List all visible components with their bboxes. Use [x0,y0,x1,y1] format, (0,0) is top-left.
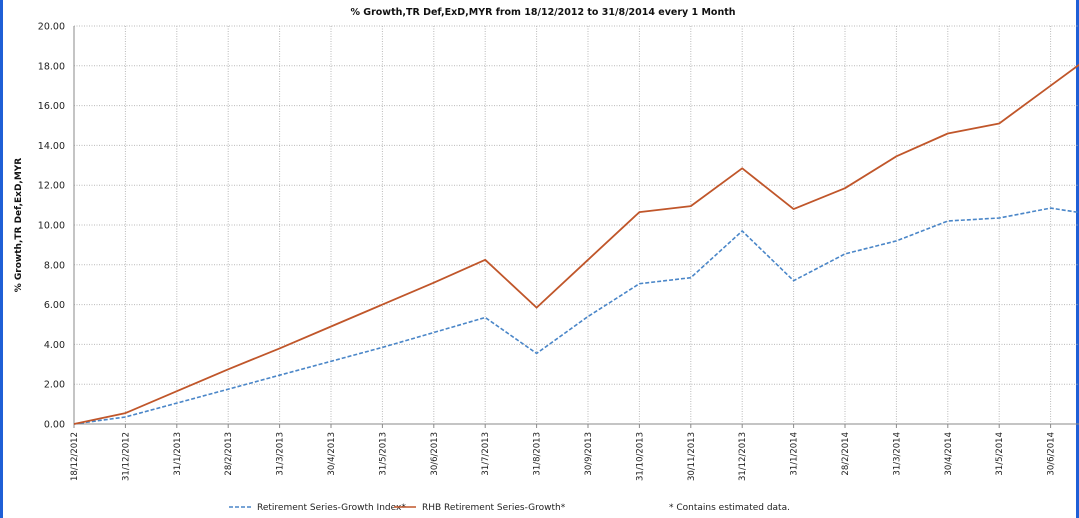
x-tick-label: 31/5/2014 [995,432,1005,476]
series-line-1 [73,207,1079,425]
axes [73,26,1079,428]
series-line-2 [73,63,1079,425]
y-tick-label: 4.00 [44,340,65,351]
line-chart: % Growth,TR Def,ExD,MYR from 18/12/2012 … [14,7,1079,513]
y-tick-label: 8.00 [44,260,65,271]
x-tick-label: 30/6/2013 [430,432,440,476]
y-tick-label: 0.00 [44,420,65,431]
x-tick-label: 31/7/2013 [481,432,491,476]
x-tick-label: 28/2/2014 [841,432,851,476]
x-tick-label: 31/1/2013 [173,432,183,476]
grid [74,25,1079,424]
x-tick-label: 28/2/2013 [224,432,234,476]
y-tick-label: 2.00 [44,380,65,391]
x-tick-label: 31/3/2013 [276,432,286,476]
legend-label-1: Retirement Series-Growth Index* [257,503,406,513]
chart-title: % Growth,TR Def,ExD,MYR from 18/12/2012 … [350,7,735,18]
y-tick-label: 16.00 [38,101,65,112]
x-tick-label: 30/11/2013 [687,432,697,481]
y-tick-label: 6.00 [44,300,65,311]
x-tick-label: 18/12/2012 [70,432,80,481]
x-tick-label: 31/12/2013 [738,432,748,481]
x-tick-label: 30/4/2014 [944,432,954,476]
y-tick-label: 14.00 [38,141,65,152]
x-tick-labels: 18/12/2012 31/12/2012 31/1/2013 28/2/2013 31… [70,432,1057,481]
x-tick-label: 30/4/2013 [327,432,337,476]
legend: Retirement Series-Growth Index* RHB Retir… [229,503,790,513]
legend-label-2: RHB Retirement Series-Growth* [422,503,566,513]
y-tick-label: 10.00 [38,221,65,232]
x-tick-label: 31/1/2014 [790,432,800,476]
legend-note: * Contains estimated data. [669,503,790,513]
x-tick-label: 31/5/2013 [378,432,388,476]
y-tick-label: 18.00 [38,61,65,72]
series [73,63,1079,425]
y-tick-label: 20.00 [38,22,65,33]
x-tick-label: 30/6/2014 [1047,432,1057,476]
x-tick-label: 31/10/2013 [635,432,645,481]
y-tick-label: 12.00 [38,181,65,192]
y-tick-labels: 0.00 2.00 4.00 6.00 8.00 10.00 12.00 14.00 16.00… [38,22,65,431]
x-tick-label: 31/8/2013 [533,432,543,476]
y-axis-label: % Growth,TR Def,ExD,MYR [14,158,24,293]
x-tick-label: 31/3/2014 [892,432,902,476]
x-tick-label: 30/9/2013 [584,432,594,476]
x-tick-label: 31/12/2012 [121,432,131,481]
